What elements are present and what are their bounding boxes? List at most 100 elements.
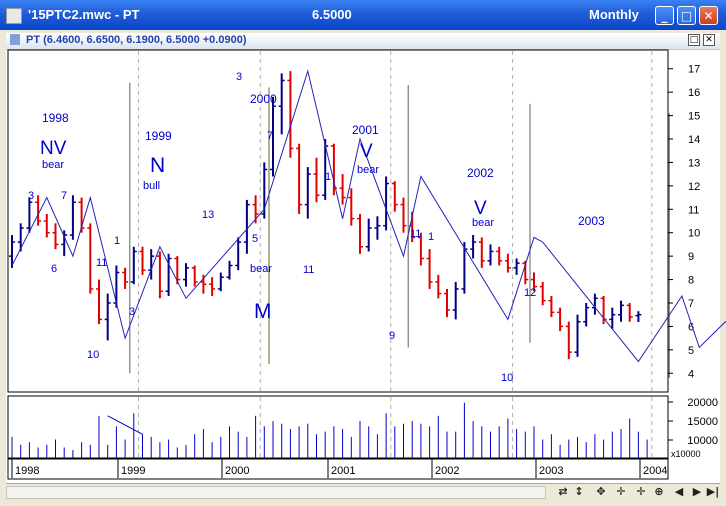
ohlc-bar xyxy=(296,143,303,214)
ohlc-bar xyxy=(487,244,494,266)
ohlc-bar xyxy=(391,181,398,212)
x-tick-label-2001: 2001 xyxy=(331,465,355,477)
left-arrow-icon[interactable]: ◀ xyxy=(674,485,684,498)
ohlc-bar xyxy=(52,223,59,250)
y-tick-label-9: 9 xyxy=(688,251,694,263)
window-title: '15PTC2.mwc - PT xyxy=(28,7,140,22)
y-tick-label-14: 14 xyxy=(688,134,700,146)
crosshair-icon[interactable]: ✛ xyxy=(636,485,646,498)
ohlc-bar xyxy=(531,272,537,292)
ohlc-bar xyxy=(287,71,294,158)
scroll-icon[interactable]: ↕ xyxy=(574,485,584,498)
wave-count-label: 12 xyxy=(524,287,536,299)
ohlc-bar xyxy=(304,167,311,219)
ohlc-bar xyxy=(400,197,407,233)
title-bar: '15PTC2.mwc - PT 6.5000 Monthly _ □ ✕ xyxy=(0,0,726,30)
wave-count-label: 3 xyxy=(129,306,135,318)
last-price: 6.5000 xyxy=(312,7,352,22)
ohlc-bar xyxy=(278,73,285,135)
wave-count-label: 11 xyxy=(303,264,314,276)
ohlc-bar xyxy=(9,235,15,268)
close-button[interactable]: ✕ xyxy=(699,6,718,25)
ohlc-bar xyxy=(548,295,555,318)
ohlc-bar xyxy=(209,277,216,296)
chart-app-icon xyxy=(6,8,22,24)
ohlc-bar xyxy=(426,249,433,289)
volume-tick-label-1: 15000 xyxy=(687,416,718,428)
y-tick-label-5: 5 xyxy=(688,345,694,357)
right-arrow-icon[interactable]: ▶ xyxy=(692,485,702,498)
y-tick-label-4: 4 xyxy=(688,368,694,380)
end-icon[interactable]: ▶| xyxy=(706,485,720,498)
y-tick-label-8: 8 xyxy=(688,275,694,287)
ohlc-bar xyxy=(365,218,372,252)
zoom-in-icon[interactable]: ⊕ xyxy=(654,485,664,498)
annotation-label: V xyxy=(474,198,487,219)
volume-multiplier-label: x10000 xyxy=(671,449,701,459)
annotation-label: bear xyxy=(42,159,64,171)
date-axis-frame xyxy=(7,458,669,480)
horizontal-scrollbar[interactable] xyxy=(6,486,546,499)
annotation-label: V xyxy=(360,141,373,162)
ohlc-bar xyxy=(174,256,181,285)
wave-count-label: 1 xyxy=(428,231,434,243)
ohlc-bar xyxy=(139,246,146,275)
ohlc-bar xyxy=(26,197,33,233)
ohlc-bar xyxy=(17,223,24,252)
annotation-label: bear xyxy=(357,164,379,176)
ohlc-bar xyxy=(574,314,581,357)
ohlc-bar xyxy=(43,213,50,238)
volume-pane-frame xyxy=(7,395,669,459)
ohlc-bar xyxy=(183,263,189,287)
annotation-label: 2003 xyxy=(578,214,605,228)
x-tick-label-2000: 2000 xyxy=(225,465,249,477)
wave-count-label: 3 xyxy=(28,190,34,202)
symbol-quote: PT (6.4600, 6.6500, 6.1900, 6.5000 +0.09… xyxy=(26,34,247,46)
y-tick-label-15: 15 xyxy=(688,111,700,123)
ohlc-bar xyxy=(504,253,511,273)
annotation-label: NV xyxy=(40,138,67,159)
wave-count-label: 6 xyxy=(51,263,57,275)
y-tick-label-7: 7 xyxy=(688,298,694,310)
ohlc-bar xyxy=(444,288,450,318)
ohlc-bar xyxy=(226,260,233,280)
ohlc-bar xyxy=(539,281,546,306)
ohlc-bar xyxy=(435,274,442,299)
move-icon[interactable]: ✛ xyxy=(616,485,626,498)
ohlc-bar xyxy=(626,302,633,322)
annotation-label: bear xyxy=(472,217,494,229)
volume-tick-label-0: 20000 xyxy=(687,397,718,409)
wave-count-label: 1 xyxy=(325,171,331,183)
ohlc-bar xyxy=(87,223,94,294)
ohlc-bar xyxy=(417,232,424,266)
annotation-label: bull xyxy=(143,180,160,192)
chart-background xyxy=(6,50,720,483)
sync-icon[interactable]: ⇄ xyxy=(558,485,568,498)
ohlc-bar xyxy=(478,237,485,268)
x-tick-label-2002: 2002 xyxy=(435,465,459,477)
x-tick-label-2004: 2004 xyxy=(643,465,667,477)
ohlc-bar xyxy=(565,321,572,360)
x-tick-label-1999: 1999 xyxy=(121,465,145,477)
wave-count-label: 7 xyxy=(61,190,67,202)
ohlc-bar xyxy=(243,199,250,254)
scroll-up-down-icon[interactable]: ✥ xyxy=(596,485,606,498)
ohlc-bar xyxy=(557,307,564,332)
ohlc-bar xyxy=(496,246,503,266)
ohlc-bar xyxy=(104,293,111,341)
maximize-button[interactable]: □ xyxy=(677,6,696,25)
ohlc-bar xyxy=(339,174,346,205)
symbol-icon xyxy=(10,34,20,45)
y-tick-label-6: 6 xyxy=(688,321,694,333)
close-pane-button[interactable]: ✕ xyxy=(703,34,715,46)
minimize-button[interactable]: _ xyxy=(655,6,674,25)
period-label[interactable]: Monthly xyxy=(589,7,639,22)
volume-tick-label-2: 10000 xyxy=(687,435,718,447)
annotation-label: 2000 xyxy=(250,92,277,106)
restore-pane-button[interactable]: □ xyxy=(688,34,700,46)
annotation-label: 1999 xyxy=(145,129,172,143)
ohlc-bar xyxy=(591,293,598,315)
annotation-label: bear xyxy=(250,263,272,275)
annotation-label: 2002 xyxy=(467,166,494,180)
